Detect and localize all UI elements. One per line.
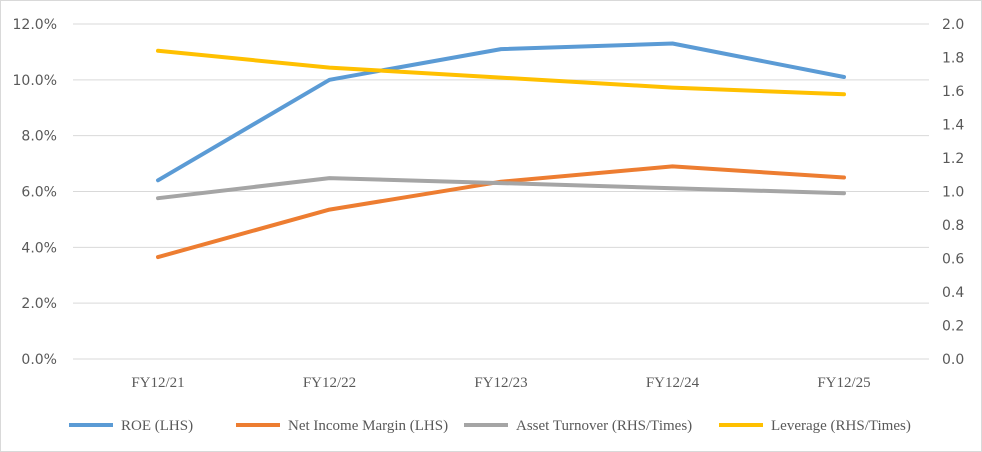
right-tick-label: 0.4: [942, 285, 964, 301]
left-tick-label: 8.0%: [21, 129, 57, 145]
right-tick-label: 1.4: [942, 118, 964, 134]
right-tick-label: 0.8: [942, 218, 964, 234]
right-tick-label: 1.6: [942, 84, 964, 100]
x-tick-label: FY12/22: [303, 375, 356, 391]
legend-label: ROE (LHS): [121, 418, 193, 434]
right-tick-label: 1.8: [942, 51, 964, 67]
x-tick-label: FY12/21: [131, 375, 184, 391]
left-tick-label: 2.0%: [21, 296, 57, 312]
right-tick-label: 0.6: [942, 252, 964, 268]
right-tick-label: 0.2: [942, 319, 964, 335]
series-line-leverage-rhs-times: [156, 48, 846, 97]
series-line-roe-lhs: [156, 41, 846, 183]
series-line-asset-turnover-rhs-times: [156, 176, 846, 201]
right-tick-label: 1.2: [942, 151, 964, 167]
legend-label: Asset Turnover (RHS/Times): [516, 418, 692, 434]
series-line-net-income-margin-lhs: [156, 164, 846, 260]
legend-label: Leverage (RHS/Times): [771, 418, 911, 434]
x-axis: FY12/21 FY12/22 FY12/23 FY12/24 FY12/25: [131, 375, 870, 391]
left-tick-label: 10.0%: [13, 73, 57, 89]
series-lines: [156, 41, 846, 260]
left-tick-label: 0.0%: [21, 352, 57, 368]
right-tick-label: 0.0: [942, 352, 964, 368]
left-y-axis: 0.0% 2.0% 4.0% 6.0% 8.0% 10.0% 12.0%: [13, 17, 57, 368]
legend-label: Net Income Margin (LHS): [288, 418, 448, 434]
x-tick-label: FY12/23: [474, 375, 527, 391]
left-tick-label: 6.0%: [21, 185, 57, 201]
left-tick-label: 12.0%: [13, 17, 57, 33]
legend: ROE (LHS) Net Income Margin (LHS) Asset Tu…: [69, 418, 911, 434]
x-tick-label: FY12/25: [817, 375, 870, 391]
right-tick-label: 2.0: [942, 17, 964, 33]
left-tick-label: 4.0%: [21, 240, 57, 256]
x-tick-label: FY12/24: [646, 375, 700, 391]
right-tick-label: 1.0: [942, 185, 964, 201]
right-y-axis: 0.0 0.2 0.4 0.6 0.8 1.0 1.2 1.4 1.6 1.8 2.0: [942, 17, 964, 368]
